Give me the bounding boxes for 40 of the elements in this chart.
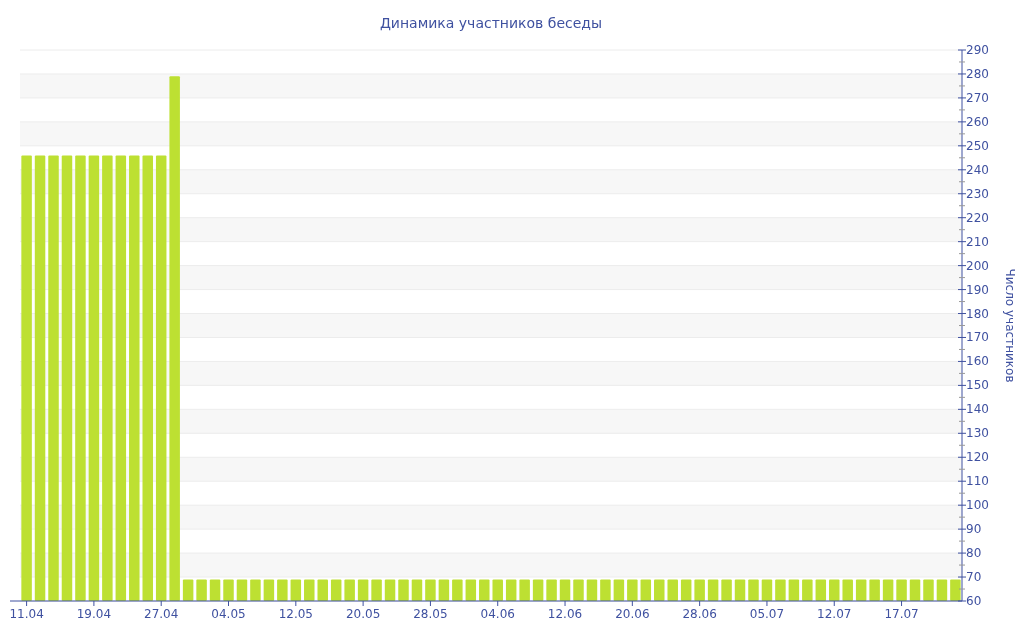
y-tick-label: 110 [966, 474, 989, 489]
chart-title: Динамика участников беседы [379, 15, 603, 31]
x-tick-label: 12.07 [817, 607, 852, 621]
x-tick-label: 05.07 [749, 607, 785, 621]
y-tick-label: 70 [966, 570, 982, 585]
y-tick-label: 150 [966, 378, 989, 393]
x-tick-label: 27.04 [144, 607, 179, 621]
y-tick-label: 140 [966, 402, 989, 417]
x-tick-label: 28.05 [413, 607, 448, 621]
x-tick-label: 04.05 [211, 607, 246, 621]
y-tick-label: 190 [966, 282, 989, 297]
y-tick-label: 290 [966, 43, 989, 57]
y-tick-label: 180 [966, 306, 989, 321]
y-tick-label: 240 [966, 162, 989, 177]
y-tick-label: 170 [966, 330, 989, 345]
x-tick-label: 20.06 [615, 607, 650, 621]
x-tick-label: 17.07 [884, 607, 919, 621]
y-tick-label: 280 [966, 66, 989, 81]
y-tick-label: 250 [966, 138, 989, 153]
y-tick-label: 160 [966, 354, 989, 369]
y-axis-title: Число участников [1003, 268, 1017, 383]
x-tick-label: 04.06 [480, 607, 515, 621]
x-tick-label: 28.06 [682, 607, 717, 621]
y-tick-label: 220 [966, 210, 989, 225]
x-tick-label: 20.05 [345, 607, 381, 621]
x-tick-label: 11.04 [9, 607, 44, 621]
x-tick-label: 12.06 [547, 607, 583, 621]
y-tick-label: 210 [966, 234, 989, 249]
y-tick-label: 90 [966, 522, 982, 537]
y-tick-label: 230 [966, 186, 989, 201]
y-tick-label: 130 [966, 426, 989, 441]
y-tick-label: 200 [966, 258, 989, 273]
y-tick-label: 60 [966, 594, 982, 608]
y-tick-label: 80 [966, 546, 982, 561]
y-tick-label: 260 [966, 114, 989, 129]
y-tick-label: 120 [966, 450, 989, 465]
x-tick-label: 12.05 [278, 607, 313, 621]
y-tick-label: 270 [966, 90, 989, 105]
x-tick-label: 19.04 [76, 607, 112, 621]
y-tick-label: 100 [966, 498, 989, 513]
